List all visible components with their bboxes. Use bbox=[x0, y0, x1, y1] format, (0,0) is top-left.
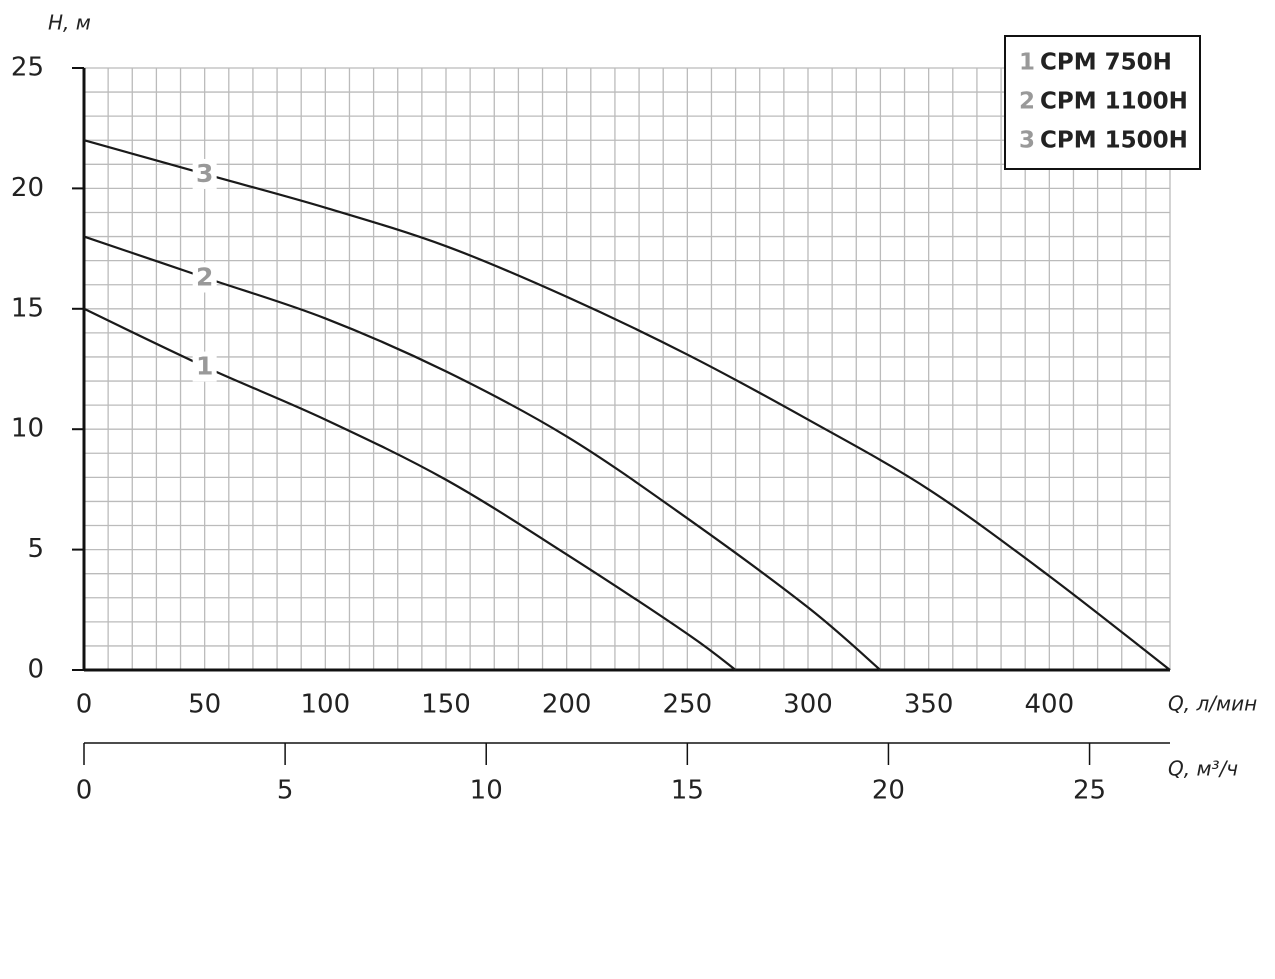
x2-tick-label: 15 bbox=[671, 776, 704, 806]
x-tick-label: 0 bbox=[76, 690, 93, 720]
x-tick-label: 200 bbox=[542, 690, 592, 720]
x-tick-label: 350 bbox=[904, 690, 954, 720]
x-tick-label: 150 bbox=[421, 690, 471, 720]
legend-entry: CPM 1500H bbox=[1040, 128, 1188, 154]
curve bbox=[83, 235, 882, 671]
curve-label: 3 bbox=[196, 159, 213, 188]
y-tick-label: 15 bbox=[11, 293, 44, 323]
x-tick-label: 50 bbox=[188, 690, 221, 720]
y-tick-label: 10 bbox=[11, 414, 44, 444]
legend-number: 2 bbox=[1019, 89, 1035, 115]
curve-label-bg bbox=[192, 351, 217, 382]
curve-label-bg bbox=[192, 158, 217, 189]
x2-tick-label: 0 bbox=[76, 776, 93, 806]
x2-tick-label: 10 bbox=[470, 776, 503, 806]
curve-label-bg bbox=[192, 262, 217, 293]
x2-tick-label: 20 bbox=[872, 776, 905, 806]
legend-box bbox=[1004, 35, 1201, 170]
y-tick-label: 25 bbox=[11, 53, 44, 83]
curve bbox=[83, 139, 1171, 671]
x-tick-label: 250 bbox=[663, 690, 713, 720]
x2-axis-label: Q, м³/ч bbox=[1168, 757, 1238, 781]
x2-tick-label: 5 bbox=[277, 776, 294, 806]
legend-number: 3 bbox=[1019, 128, 1035, 154]
y-tick-label: 5 bbox=[27, 534, 44, 564]
x-axis-label: Q, л/мин bbox=[1168, 692, 1257, 716]
legend-entry: CPM 1100H bbox=[1040, 89, 1188, 115]
legend-entry: CPM 750H bbox=[1040, 50, 1172, 76]
y-tick-label: 0 bbox=[27, 655, 44, 685]
y-tick-label: 20 bbox=[11, 173, 44, 203]
curve-label: 1 bbox=[196, 352, 213, 381]
curve bbox=[83, 307, 737, 671]
legend-number: 1 bbox=[1019, 50, 1035, 76]
x-tick-label: 400 bbox=[1025, 690, 1075, 720]
curve-label: 2 bbox=[196, 262, 213, 291]
x-tick-label: 100 bbox=[301, 690, 351, 720]
x2-tick-label: 25 bbox=[1073, 776, 1106, 806]
y-axis-label: H, м bbox=[48, 11, 91, 35]
x-tick-label: 300 bbox=[783, 690, 833, 720]
